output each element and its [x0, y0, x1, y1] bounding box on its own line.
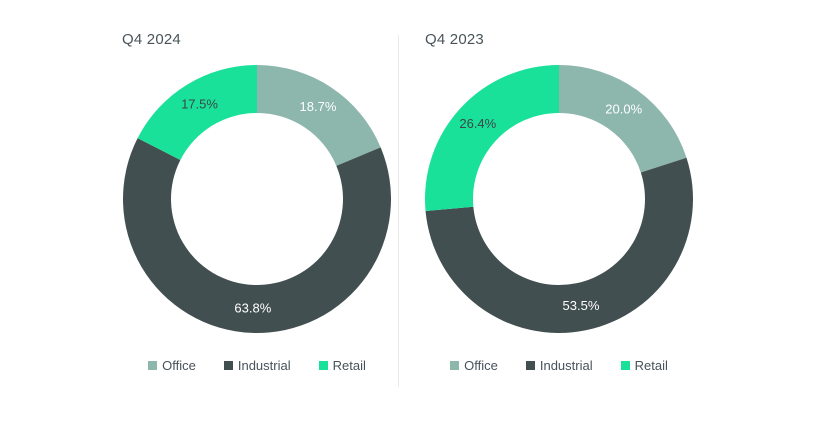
- segment-value-label-office: 20.0%: [605, 101, 642, 116]
- donut-segment-industrial[interactable]: [122, 138, 391, 333]
- legend-item-industrial[interactable]: Industrial: [525, 357, 593, 373]
- donut-chart-q4-2024: 18.7% 63.8% 17.5%: [122, 65, 391, 333]
- segment-value-label-office: 18.7%: [300, 99, 337, 114]
- legend-label-office: Office: [162, 357, 196, 373]
- donut-segment-office[interactable]: [257, 65, 381, 166]
- chart-title-q4-2024: Q4 2024: [122, 31, 181, 48]
- legend-label-industrial: Industrial: [539, 357, 593, 373]
- donut-segment-industrial[interactable]: [425, 157, 693, 333]
- donut-segment-retail[interactable]: [425, 65, 559, 211]
- legend-marker-industrial: [223, 360, 233, 370]
- legend-marker-retail: [620, 360, 630, 370]
- legend-label-industrial: Industrial: [237, 357, 291, 373]
- legend-label-retail: Retail: [634, 357, 668, 373]
- legend-marker-industrial: [525, 360, 535, 370]
- legend-q4-2024: Office Industrial Retail: [112, 356, 402, 374]
- legend-item-office[interactable]: Office: [148, 358, 196, 373]
- segment-value-label-industrial: 63.8%: [234, 300, 271, 315]
- legend-label-office: Office: [464, 357, 498, 373]
- legend-q4-2023: Office Industrial Retail: [414, 356, 704, 374]
- legend-marker-retail: [318, 360, 328, 370]
- donut-segment-office[interactable]: [559, 65, 687, 173]
- segment-value-label-retail: 17.5%: [181, 97, 218, 112]
- legend-label-retail: Retail: [332, 357, 366, 373]
- chart-title-q4-2023: Q4 2023: [425, 31, 484, 48]
- segment-value-label-retail: 26.4%: [459, 116, 496, 131]
- legend-marker-office: [450, 360, 460, 370]
- legend-marker-office: [148, 360, 158, 370]
- segment-value-label-industrial: 53.5%: [563, 298, 600, 313]
- legend-item-office[interactable]: Office: [450, 358, 498, 373]
- donut-chart-q4-2023: 20.0% 53.5% 26.4%: [425, 65, 693, 333]
- legend-item-retail[interactable]: Retail: [620, 357, 668, 373]
- legend-item-industrial[interactable]: Industrial: [223, 357, 291, 373]
- panel-divider: [398, 35, 399, 387]
- donut-segment-retail[interactable]: [137, 65, 257, 160]
- legend-item-retail[interactable]: Retail: [318, 357, 366, 373]
